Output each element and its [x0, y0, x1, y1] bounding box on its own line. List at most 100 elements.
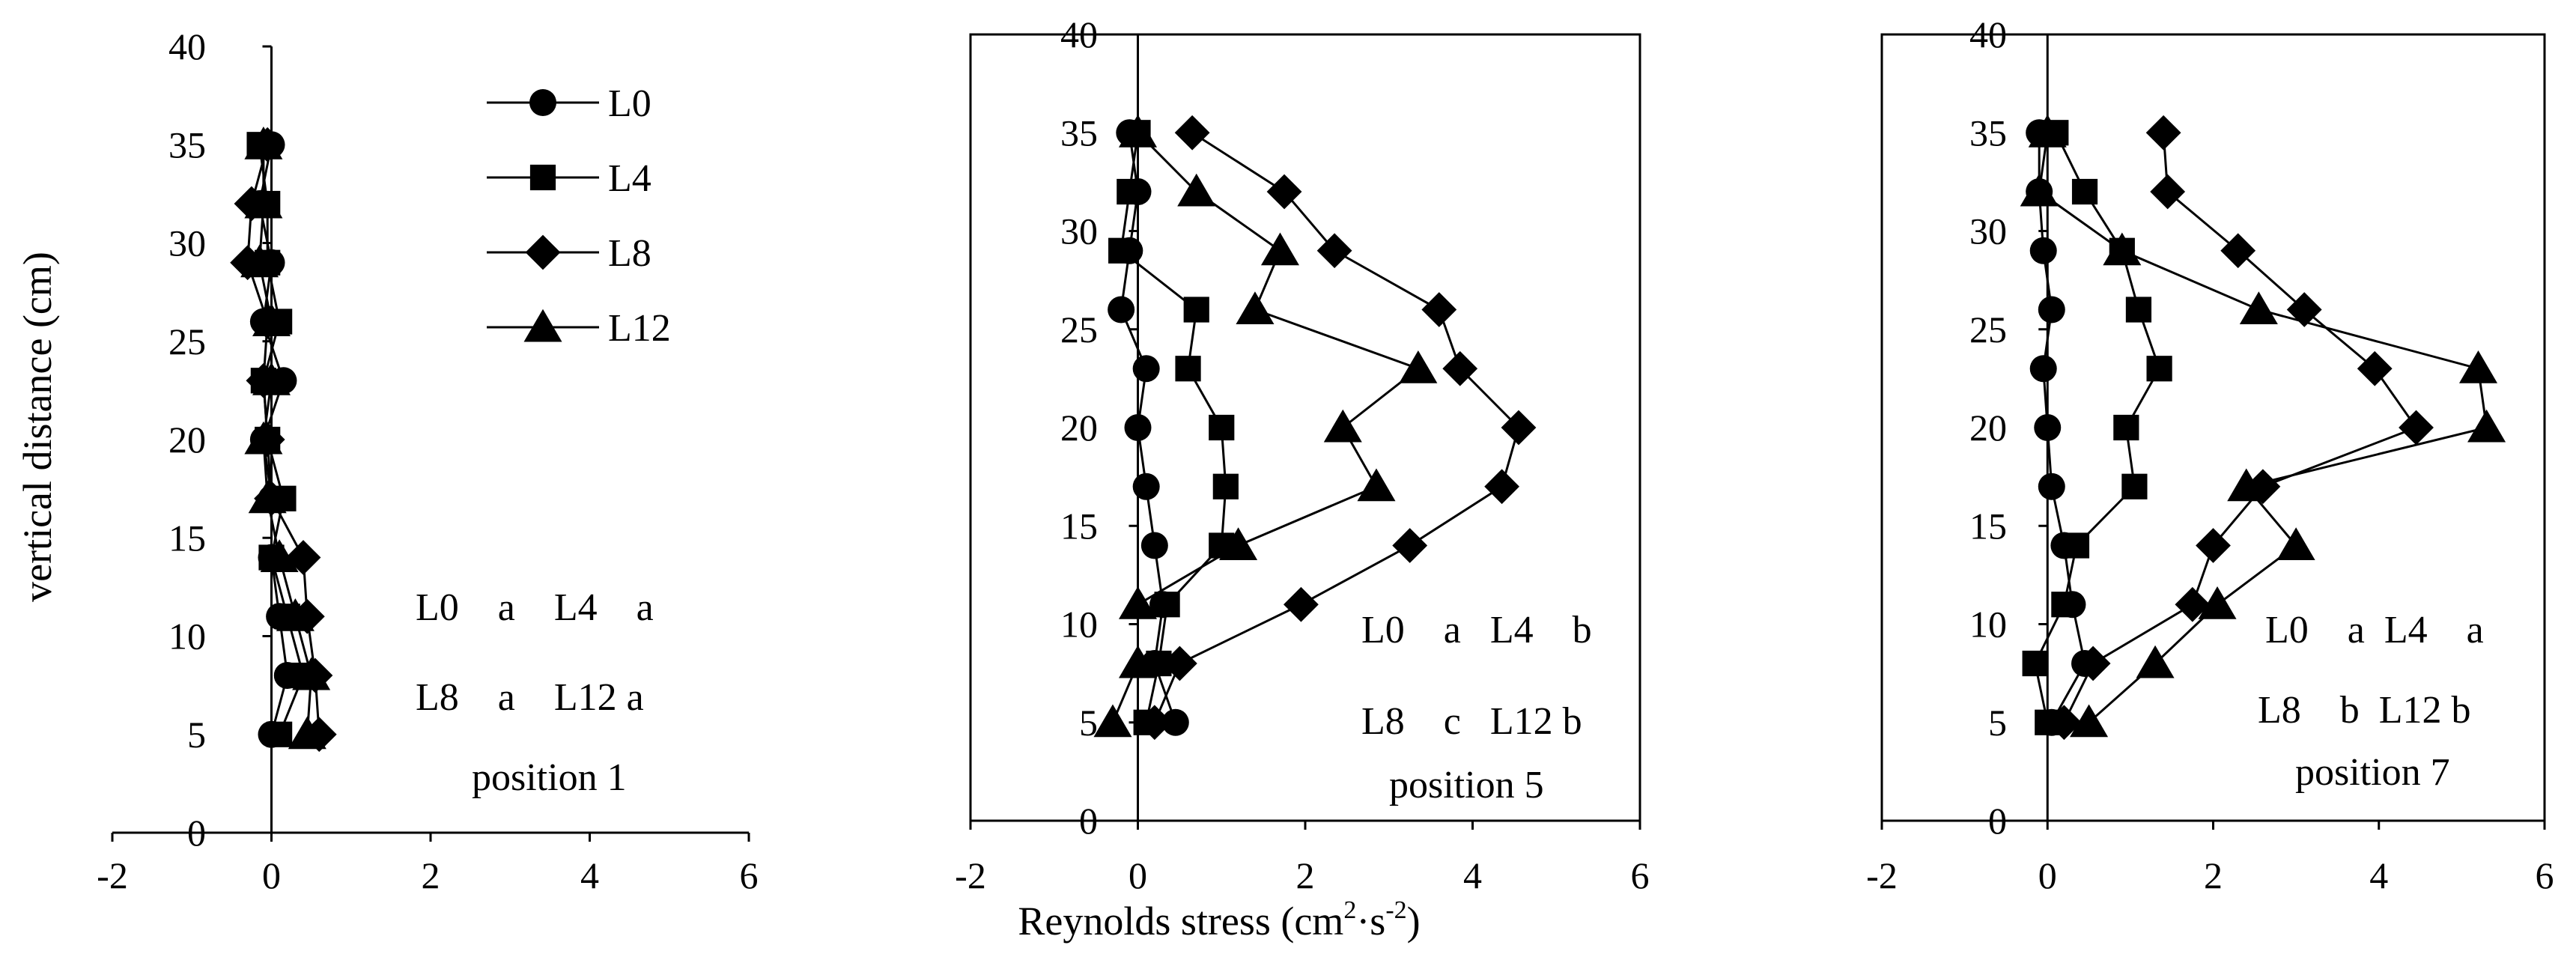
legend-marker-l8	[525, 234, 561, 270]
y-tick-label: 35	[168, 124, 206, 165]
series-l8	[230, 127, 337, 753]
data-point-l4	[2125, 297, 2152, 323]
y-tick-label: 10	[1969, 604, 2007, 645]
y-tick-label: 25	[1060, 309, 1098, 350]
data-point-l8	[1316, 233, 1352, 269]
x-tick-label: 2	[2204, 854, 2223, 896]
data-point-l12	[260, 539, 299, 572]
x-tick-label: 6	[2536, 854, 2554, 896]
x-tick-label: 4	[2369, 854, 2388, 896]
data-point-l4	[2063, 532, 2090, 559]
data-point-l12	[1236, 291, 1275, 324]
data-point-l12	[1177, 173, 1216, 207]
y-tick-label: 15	[1060, 505, 1098, 547]
data-point-l0	[1132, 473, 1160, 500]
data-point-l12	[2198, 586, 2237, 619]
y-axis-title: vertical distance (cm)	[15, 252, 60, 602]
data-point-l12	[2467, 409, 2506, 443]
legend-label: L4	[608, 157, 651, 200]
data-point-l12	[2070, 704, 2109, 738]
x-tick-label: 2	[422, 854, 440, 896]
data-point-l12	[288, 716, 326, 750]
data-point-l4	[1108, 237, 1134, 264]
series-l8	[1137, 115, 1537, 741]
data-point-l0	[2029, 237, 2057, 264]
y-tick-label: 25	[1969, 309, 2007, 350]
data-point-l12	[1118, 586, 1158, 619]
data-point-l8	[1137, 705, 1173, 741]
y-tick-label: 20	[1060, 407, 1098, 449]
data-point-l12	[2227, 468, 2266, 502]
data-point-l8	[1484, 469, 1520, 505]
y-tick-label: 5	[1079, 702, 1098, 744]
position-label: position 7	[2295, 751, 2450, 794]
data-point-l8	[2220, 233, 2256, 269]
data-point-l12	[1219, 527, 1258, 560]
y-tick-label: 40	[168, 25, 206, 67]
data-point-l12	[1118, 114, 1158, 148]
y-tick-label: 10	[168, 616, 206, 657]
data-point-l0	[2038, 296, 2065, 323]
data-point-l8	[1174, 115, 1210, 151]
legend-label: L8	[608, 232, 651, 275]
data-point-l8	[2399, 410, 2434, 446]
legend-item-l4: L4	[487, 157, 651, 200]
data-point-l8	[301, 717, 337, 753]
data-point-l12	[252, 362, 291, 395]
data-point-l4	[1175, 356, 1201, 382]
panel-position-1: -2 0 2 4 6 0 5 10 15 20 25 30 35 40 L0 a L4 a L8 a L12 …	[97, 25, 758, 896]
data-point-l4	[1212, 473, 1239, 499]
significance-label: L8 c L12 b	[1361, 700, 1582, 743]
data-point-l12	[292, 657, 331, 690]
data-point-l12	[2028, 114, 2067, 148]
data-point-l0	[2038, 473, 2065, 500]
y-tick-label: 20	[168, 419, 206, 461]
series-l8	[2046, 115, 2434, 741]
data-point-l8	[1392, 528, 1428, 563]
legend-item-l12: L12	[487, 307, 671, 350]
data-point-l8	[2175, 586, 2211, 622]
significance-label: L0 a L4 b	[1361, 609, 1592, 651]
significance-label: L0 a L4 a	[416, 586, 654, 629]
y-tick-label: 5	[187, 714, 206, 756]
data-point-l8	[2357, 350, 2393, 386]
data-point-l12	[244, 126, 283, 160]
data-point-l12	[1399, 350, 1438, 383]
data-point-l12	[1357, 468, 1396, 502]
data-point-l0	[2029, 355, 2057, 383]
x-tick-label: 6	[740, 854, 759, 896]
data-point-l4	[2146, 356, 2172, 382]
x-tick-label: -2	[97, 854, 128, 896]
legend-label: L12	[608, 307, 671, 350]
x-tick-label: 6	[1631, 854, 1650, 896]
panel-position-7: -2 0 2 4 6 0 5 10 15 20 25 30 35 40 L0 a L4 a L8 b L12 …	[1866, 13, 2554, 896]
y-tick-label: 0	[1988, 800, 2007, 842]
data-point-l4	[2071, 178, 2098, 205]
data-point-l0	[2034, 414, 2062, 441]
data-point-l8	[2150, 174, 2186, 210]
data-point-l8	[2145, 115, 2181, 151]
data-point-l12	[2020, 173, 2059, 207]
data-point-l0	[1140, 532, 1168, 559]
y-tick-label: 25	[168, 320, 206, 362]
data-point-l12	[1323, 409, 1362, 443]
y-tick-label: 35	[1969, 112, 2007, 154]
y-tick-label: 15	[168, 517, 206, 559]
data-point-l12	[2239, 291, 2278, 324]
position-label: position 1	[472, 756, 627, 799]
y-tick-label: 30	[1060, 210, 1098, 252]
y-tick-label: 30	[1969, 210, 2007, 252]
legend-marker-l12	[523, 309, 562, 342]
data-point-l12	[240, 244, 279, 278]
data-point-l8	[1421, 292, 1457, 327]
data-point-l12	[244, 185, 283, 219]
legend-label: L0	[608, 82, 651, 125]
significance-label: L8 b L12 b	[2258, 689, 2471, 732]
data-point-l12	[2276, 527, 2315, 560]
x-tick-label: 4	[580, 854, 599, 896]
data-point-l4	[1154, 592, 1180, 618]
significance-label: L8 a L12 a	[416, 676, 644, 719]
legend-item-l0: L0	[487, 82, 651, 125]
x-tick-label: 4	[1463, 854, 1482, 896]
y-tick-label: 15	[1969, 505, 2007, 547]
